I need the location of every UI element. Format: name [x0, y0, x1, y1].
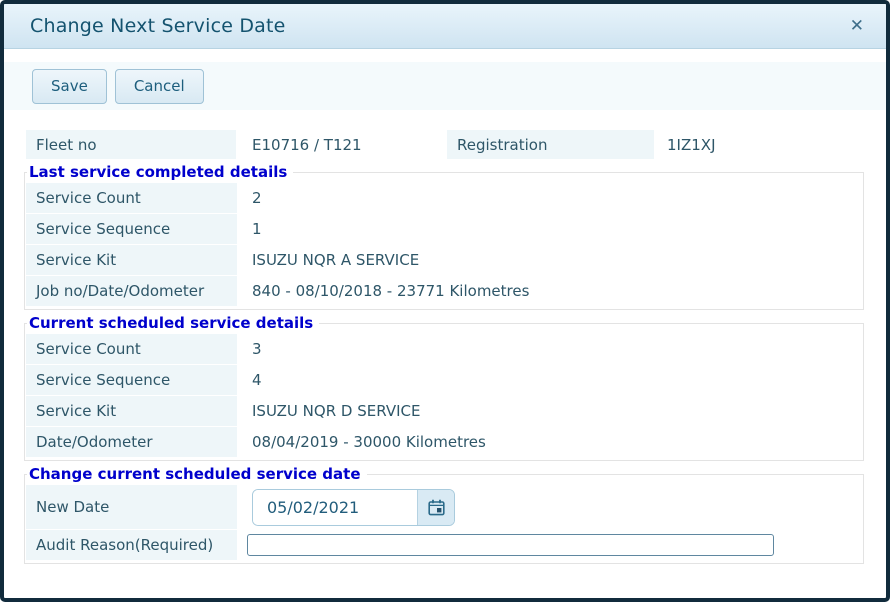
registration-value: 1IZ1XJ [667, 135, 716, 154]
table-row: Service Sequence 1 [26, 214, 862, 244]
row-value: 2 [252, 189, 262, 207]
row-label: Service Count [26, 334, 237, 364]
table-row: Service Kit ISUZU NQR D SERVICE [26, 396, 862, 426]
row-label: Job no/Date/Odometer [26, 276, 237, 306]
row-value: ISUZU NQR A SERVICE [252, 251, 420, 269]
audit-reason-label: Audit Reason(Required) [26, 530, 237, 560]
row-label: Service Kit [26, 245, 237, 275]
row-value: 3 [252, 340, 262, 358]
cancel-button[interactable]: Cancel [114, 68, 204, 104]
section-heading-current-service: Current scheduled service details [29, 314, 314, 332]
row-value: 08/04/2019 - 30000 Kilometres [252, 433, 486, 451]
row-value: 1 [252, 220, 262, 238]
section-heading-last-service: Last service completed details [29, 163, 288, 181]
table-row: Date/Odometer 08/04/2019 - 30000 Kilomet… [26, 427, 862, 457]
save-button[interactable]: Save [32, 68, 107, 104]
row-label: Service Sequence [26, 365, 237, 395]
fleet-no-label: Fleet no [26, 130, 236, 159]
row-label: Service Kit [26, 396, 237, 426]
row-label: Service Count [26, 183, 237, 213]
table-row: Service Kit ISUZU NQR A SERVICE [26, 245, 862, 275]
table-row: Service Count 2 [26, 183, 862, 213]
close-icon[interactable]: ✕ [849, 15, 864, 36]
section-change-scheduled-date: Change current scheduled service date Ne… [24, 465, 864, 564]
vehicle-header-row: Fleet no E10716 / T121 Registration 1IZ1… [26, 130, 864, 159]
registration-label: Registration [447, 130, 654, 159]
table-row: Job no/Date/Odometer 840 - 08/10/2018 - … [26, 276, 862, 306]
row-value: 840 - 08/10/2018 - 23771 Kilometres [252, 282, 530, 300]
table-row: Service Count 3 [26, 334, 862, 364]
row-value: ISUZU NQR D SERVICE [252, 402, 421, 420]
new-date-label: New Date [26, 485, 237, 529]
new-date-input[interactable] [253, 489, 417, 525]
audit-reason-input[interactable] [247, 534, 774, 556]
audit-reason-row: Audit Reason(Required) [26, 530, 862, 560]
table-row: Service Sequence 4 [26, 365, 862, 395]
row-label: Date/Odometer [26, 427, 237, 457]
section-heading-change-date: Change current scheduled service date [29, 465, 361, 483]
new-date-picker [252, 488, 455, 526]
row-label: Service Sequence [26, 214, 237, 244]
new-date-row: New Date [26, 485, 862, 529]
section-last-service-completed: Last service completed details Service C… [24, 163, 864, 310]
section-current-scheduled-service: Current scheduled service details Servic… [24, 314, 864, 461]
fleet-no-value: E10716 / T121 [252, 135, 362, 154]
dialog-titlebar: Change Next Service Date ✕ [4, 4, 886, 49]
dialog-title: Change Next Service Date [30, 15, 286, 37]
calendar-icon[interactable] [417, 489, 454, 525]
row-value: 4 [252, 371, 262, 389]
toolbar: Save Cancel [4, 62, 886, 110]
